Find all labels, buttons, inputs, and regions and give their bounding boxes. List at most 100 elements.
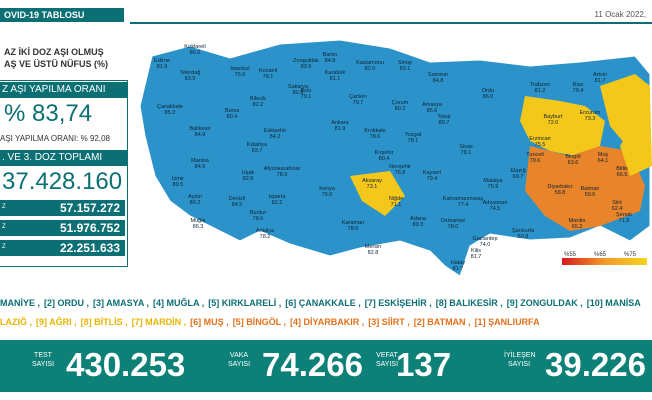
province-name: Tunceli: [526, 152, 544, 158]
province-value: 82.8: [368, 250, 379, 256]
list-item: [3] AMASYA ,: [93, 298, 150, 308]
province-name: Isparta: [269, 194, 287, 200]
province-name: Muş: [598, 152, 609, 158]
province-value: 74.5: [490, 206, 501, 212]
province-name: Çorum: [392, 100, 409, 106]
region-yellow: [350, 171, 405, 216]
list-item: [7] MARDİN ,: [131, 317, 187, 327]
province-name: Afyonkarahisar: [264, 166, 301, 172]
stat-value: 39.226: [545, 346, 646, 383]
list-item: [7] ESKİŞEHİR ,: [364, 298, 432, 308]
province-value: 81.7: [471, 254, 482, 260]
map-base: [139, 39, 651, 277]
province-name: Bitlis: [616, 166, 628, 172]
province-value: 81.7: [453, 266, 464, 272]
province-value: 80.2: [190, 200, 201, 206]
list-item: [2] ORDU ,: [44, 298, 90, 308]
province-name: Kırıkkale: [364, 128, 385, 134]
province-value: 79.6: [530, 158, 541, 164]
province-value: 78.9: [277, 172, 288, 178]
province-name: Çanakkale: [157, 104, 183, 110]
province-value: 86.3: [193, 224, 204, 230]
legend-bar: [562, 258, 647, 265]
legend-label: %65: [594, 252, 607, 258]
province-name: Kocaeli: [259, 68, 277, 74]
province-name: Elazığ: [510, 168, 525, 174]
row-value: 51.976.752: [59, 221, 120, 235]
province-value: 78.1: [263, 74, 274, 80]
list-item: [8] BALIKESİR ,: [435, 298, 503, 308]
row-value: 22.251.633: [59, 241, 120, 255]
province-value: 84.8: [433, 78, 444, 84]
province-name: Çankırı: [349, 94, 367, 100]
province-name: Kilis: [471, 248, 481, 254]
province-name: Konya: [319, 186, 336, 192]
province-name: İzmir: [172, 175, 184, 182]
province-name: Bolu: [300, 88, 311, 94]
province-value: 84.8: [325, 58, 336, 64]
province-name: Samsun: [428, 72, 448, 78]
province-value: 58.8: [555, 190, 566, 196]
province-name: Amasya: [422, 102, 443, 108]
province-name: Malatya: [483, 178, 503, 184]
map: Kırklareli86.0Edirne81.9Tekirdağ83.9İsta…: [139, 39, 652, 277]
province-value: 69.7: [513, 174, 524, 180]
province-name: Yozgat: [405, 132, 422, 138]
province-value: 80.3: [413, 222, 424, 228]
province-value: 65.2: [572, 224, 583, 230]
province-value: 78.6: [253, 216, 264, 222]
province-value: 80.5: [173, 182, 184, 188]
province-name: Nevşehir: [389, 164, 411, 170]
province-name: Niğde: [389, 196, 403, 202]
province-value: 75.5: [535, 142, 546, 148]
province-value: 63.6: [568, 160, 579, 166]
stat-value: 430.253: [66, 346, 186, 383]
province-value: 79.7: [353, 100, 364, 106]
province-value: 76.6: [235, 72, 246, 78]
province-value: 81.1: [330, 76, 341, 82]
stat-label: SAYISI: [227, 361, 251, 368]
header-date: 11 Ocak 2022,: [594, 10, 646, 19]
province-name: Antalya: [256, 228, 275, 234]
province-name: Karabük: [325, 70, 346, 76]
list-item: [9] ZONGULDAK ,: [506, 298, 583, 308]
province-name: Kırşehir: [375, 150, 394, 156]
province-value: 81.7: [595, 78, 606, 84]
province-name: Ankara: [331, 120, 349, 126]
province-name: Bayburt: [544, 114, 563, 120]
province-name: Sivas: [459, 144, 473, 150]
province-value: 78.6: [370, 134, 381, 140]
province-value: 72.0: [548, 120, 559, 126]
province-value: 59.6: [585, 192, 596, 198]
province-value: 81.2: [535, 88, 546, 94]
province-name: İstanbul: [230, 65, 249, 72]
heading-line: AŞ VE ÜSTÜ NÜFUS (%): [4, 59, 109, 69]
province-name: Kahramanmaraş: [443, 196, 484, 202]
province-name: Gaziantep: [472, 236, 497, 242]
province-name: Muğla: [191, 218, 207, 224]
stat-label: SAYISI: [31, 361, 55, 368]
stats-band: [0, 340, 652, 392]
province-value: 80.2: [395, 106, 406, 112]
header-rule: [130, 22, 652, 24]
province-name: Bursa: [225, 108, 240, 114]
province-name: Kayseri: [423, 170, 441, 176]
province-name: Tokat: [437, 114, 451, 120]
stat-value: 74.266: [262, 346, 363, 383]
province-value: 73.3: [585, 116, 596, 122]
province-name: Sakarya: [288, 84, 309, 90]
province-value: 75.0: [322, 192, 333, 198]
province-name: Denizli: [229, 196, 246, 202]
stat-label: VEFAT: [376, 352, 398, 359]
province-name: Tekirdağ: [180, 70, 201, 76]
province-name: Eskişehir: [264, 128, 286, 134]
list-item: [8] BİTLİS ,: [80, 317, 128, 327]
panel-box: [0, 80, 128, 267]
province-value: 85.3: [165, 110, 176, 116]
province-name: Rize: [572, 82, 583, 88]
province-name: Kastamonu: [356, 60, 384, 66]
province-value: 78.0: [448, 224, 459, 230]
province-name: Hatay: [451, 260, 466, 266]
region-yellow: [620, 96, 652, 176]
province-value: 76.8: [395, 170, 406, 176]
